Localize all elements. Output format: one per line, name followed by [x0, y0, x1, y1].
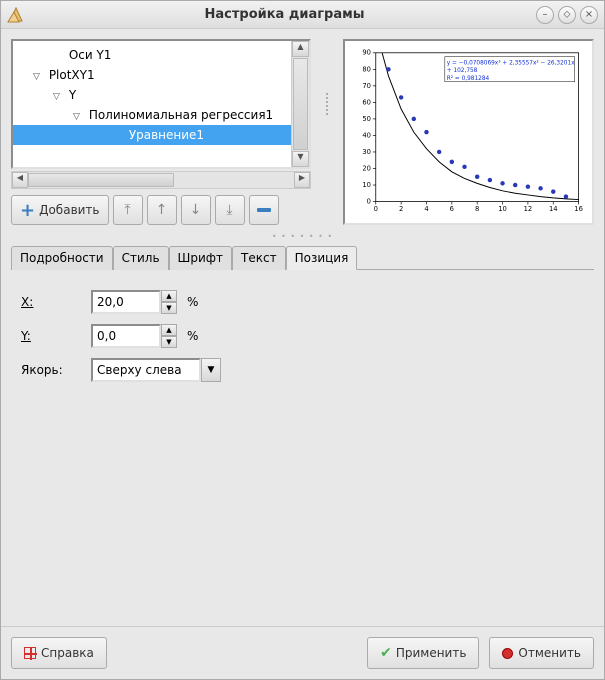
anchor-combo[interactable]	[91, 358, 201, 382]
tab-Текст[interactable]: Текст	[232, 246, 286, 270]
svg-text:0: 0	[374, 205, 378, 213]
tab-bar: ПодробностиСтильШрифтТекстПозиция	[11, 245, 594, 270]
horizontal-scrollbar[interactable]: ◀ ▶	[11, 171, 311, 189]
move-bottom-button[interactable]: ⤓	[215, 195, 245, 225]
window-title: Настройка диаграмы	[33, 7, 536, 22]
tree-item[interactable]: Оси Y1	[13, 45, 291, 65]
tab-Позиция[interactable]: Позиция	[286, 246, 358, 270]
app-icon	[7, 6, 25, 24]
x-spin-up[interactable]: ▲	[161, 290, 177, 302]
arrow-down-icon: ↓	[190, 202, 202, 218]
add-button-label: Добавить	[39, 203, 99, 217]
svg-text:50: 50	[362, 115, 371, 123]
svg-text:0: 0	[367, 197, 371, 205]
minus-icon	[257, 208, 271, 212]
tree-item[interactable]: ▽ PlotXY1	[13, 65, 291, 85]
tab-Стиль[interactable]: Стиль	[113, 246, 169, 270]
splitter-handle[interactable]	[321, 39, 333, 169]
svg-text:40: 40	[362, 131, 371, 139]
y-unit: %	[187, 329, 198, 343]
svg-text:+ 102,758: + 102,758	[447, 68, 478, 74]
anchor-label: Якорь:	[21, 363, 81, 377]
tab-Подробности[interactable]: Подробности	[11, 246, 113, 270]
stop-icon	[502, 648, 513, 659]
svg-text:10: 10	[498, 205, 507, 213]
tab-Шрифт[interactable]: Шрифт	[169, 246, 233, 270]
tree-expander-icon[interactable]: ▽	[73, 107, 83, 127]
x-spin-down[interactable]: ▼	[161, 302, 177, 314]
svg-text:R² = 0,981284: R² = 0,981284	[447, 75, 490, 82]
add-button[interactable]: + Добавить	[11, 195, 109, 225]
x-unit: %	[187, 295, 198, 309]
y-label: Y:	[21, 329, 81, 343]
arrow-bottom-icon: ⤓	[226, 202, 232, 218]
y-input[interactable]	[91, 324, 161, 348]
tree-expander-icon[interactable]: ▽	[53, 87, 63, 107]
tab-panel-position: X: ▲ ▼ % Y: ▲ ▼	[11, 270, 594, 616]
chart-preview: 0 10 20 30 40 50 60 70 80 90 0 2 4 6 8 10 12 14 16 y = −0,0…	[343, 39, 594, 225]
minimize-button[interactable]: –	[536, 6, 554, 24]
move-top-button[interactable]: ⤒	[113, 195, 143, 225]
svg-text:80: 80	[362, 65, 371, 73]
tree-item[interactable]: Уравнение1	[13, 125, 291, 145]
svg-text:14: 14	[549, 205, 558, 213]
help-label: Справка	[41, 646, 94, 660]
move-down-button[interactable]: ↓	[181, 195, 211, 225]
x-input[interactable]	[91, 290, 161, 314]
arrow-top-icon: ⤒	[124, 202, 130, 218]
svg-text:4: 4	[424, 205, 428, 213]
svg-text:6: 6	[450, 205, 454, 213]
tree-view[interactable]: Оси Y1▽ PlotXY1▽ Y▽ Полиномиальная регре…	[11, 39, 311, 169]
tree-expander-icon[interactable]: ▽	[33, 67, 43, 87]
y-spin-down[interactable]: ▼	[161, 336, 177, 348]
tree-item[interactable]: ▽ Y	[13, 85, 291, 105]
maximize-button[interactable]: ⬦	[558, 6, 576, 24]
help-icon	[24, 647, 36, 659]
apply-button[interactable]: ✔ Применить	[367, 637, 479, 669]
anchor-combo-dropdown[interactable]: ▼	[201, 358, 221, 382]
svg-text:10: 10	[362, 181, 371, 189]
help-button[interactable]: Справка	[11, 637, 107, 669]
check-icon: ✔	[380, 645, 392, 661]
x-label: X:	[21, 295, 81, 309]
svg-text:2: 2	[399, 205, 403, 213]
plus-icon: +	[20, 200, 35, 221]
close-button[interactable]: ×	[580, 6, 598, 24]
svg-text:12: 12	[524, 205, 533, 213]
remove-button[interactable]	[249, 195, 279, 225]
dialog-window: Настройка диаграмы – ⬦ × Оси Y1▽ PlotXY1…	[0, 0, 605, 680]
svg-text:20: 20	[362, 164, 371, 172]
tree-item[interactable]: ▽ Полиномиальная регрессия1	[13, 105, 291, 125]
apply-label: Применить	[396, 646, 467, 660]
svg-text:8: 8	[475, 205, 479, 213]
vertical-scrollbar[interactable]: ▲ ▼	[291, 41, 309, 167]
svg-text:60: 60	[362, 98, 371, 106]
move-up-button[interactable]: ↑	[147, 195, 177, 225]
arrow-up-icon: ↑	[156, 202, 168, 218]
y-spin-up[interactable]: ▲	[161, 324, 177, 336]
horizontal-splitter[interactable]: • • • • • • •	[11, 233, 594, 239]
svg-text:70: 70	[362, 82, 371, 90]
cancel-label: Отменить	[518, 646, 581, 660]
titlebar: Настройка диаграмы – ⬦ ×	[1, 1, 604, 29]
svg-text:16: 16	[574, 205, 583, 213]
svg-text:90: 90	[362, 49, 371, 57]
cancel-button[interactable]: Отменить	[489, 637, 594, 669]
svg-text:30: 30	[362, 148, 371, 156]
svg-text:y = −0,0708069x³ + 2,35557x² −: y = −0,0708069x³ + 2,35557x² − 26,3201x	[447, 59, 575, 66]
